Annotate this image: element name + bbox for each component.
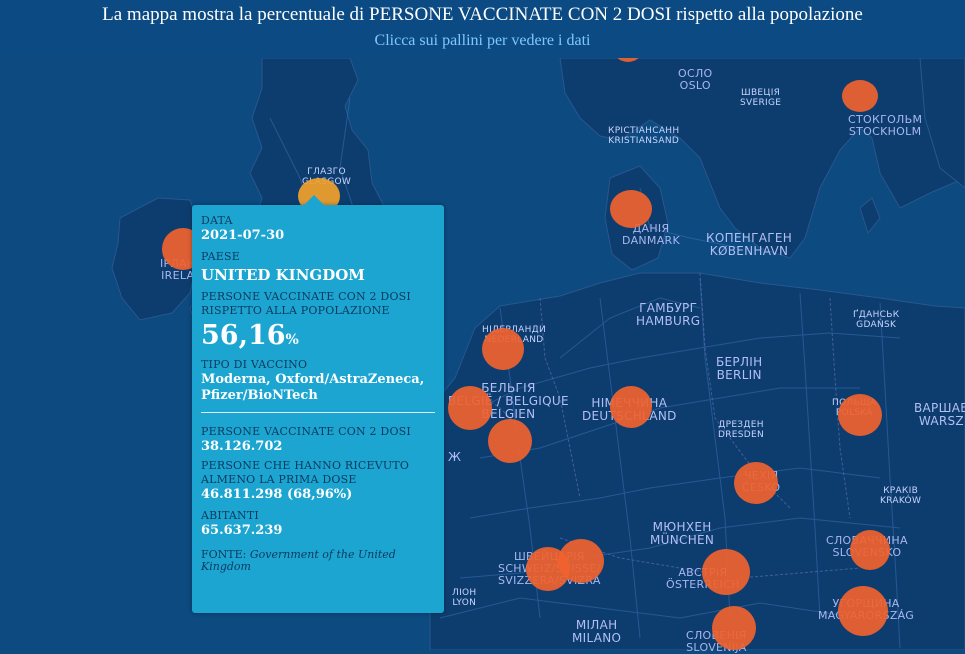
vaccine-type-line1: Moderna, Oxford/AstraZeneca, — [201, 372, 425, 387]
date-value: 2021-07-30 — [201, 228, 285, 243]
first-dose-label-line2: ALMENO LA PRIMA DOSE — [201, 473, 357, 486]
country-dot-austria[interactable] — [702, 549, 750, 595]
country-dot-germany[interactable] — [610, 386, 652, 428]
country-dot-denmark[interactable] — [610, 190, 652, 228]
source-note: FONTE: Government of the United Kingdom — [201, 549, 435, 573]
basemap — [0, 58, 965, 650]
country-dot-france[interactable] — [526, 547, 570, 591]
first-dose-value: 46.811.298 (68,96%) — [201, 487, 353, 502]
land-island — [859, 197, 881, 235]
percentage-label-line1: PERSONE VACCINATE CON 2 DOSI — [201, 290, 411, 303]
country-dot-hungary[interactable] — [838, 586, 888, 636]
tooltip-arrow — [304, 195, 324, 205]
percentage-sign: % — [285, 332, 299, 348]
country-dot-belgium[interactable] — [448, 386, 492, 430]
header: La mappa mostra la percentuale di PERSON… — [0, 0, 965, 58]
first-dose-label-line1: PERSONE CHE HANNO RICEVUTO — [201, 459, 410, 472]
country-dot-luxembourg[interactable] — [488, 419, 532, 463]
percentage-number: 56,16 — [201, 320, 286, 351]
tooltip-divider — [201, 412, 435, 413]
map-title: La mappa mostra la percentuale di PERSON… — [102, 4, 863, 25]
country-dot-slovenia[interactable] — [712, 606, 756, 650]
country-dot-czechia[interactable] — [734, 462, 778, 504]
vaccine-type-label: TIPO DI VACCINO — [201, 358, 308, 371]
population-value: 65.637.239 — [201, 523, 283, 538]
country-dot-netherlands[interactable] — [482, 328, 524, 370]
country-tooltip: DATA 2021-07-30 PAESE UNITED KINGDOM PER… — [192, 195, 444, 613]
two-doses-label: PERSONE VACCINATE CON 2 DOSI — [201, 425, 411, 438]
percentage-label-line2: RISPETTO ALLA POPOLAZIONE — [201, 304, 390, 317]
map-subtitle: Clicca sui pallini per vedere i dati — [374, 32, 591, 49]
country-value: UNITED KINGDOM — [201, 266, 365, 284]
vaccine-type-line2: Pfizer/BioNTech — [201, 388, 318, 403]
map-area[interactable]: ОСЛО OSLO ШВЕЦІЯ SVERIGE СТОКГОЛЬМ STOCKHOL… — [0, 46, 965, 654]
two-doses-value: 38.126.702 — [201, 439, 283, 454]
source-value: Government of the United Kingdom — [201, 548, 396, 573]
country-dot-poland[interactable] — [838, 394, 882, 436]
percentage-value: 56,16% — [201, 320, 435, 356]
country-dot-slovakia[interactable] — [850, 530, 890, 570]
population-label: ABITANTI — [201, 509, 259, 522]
date-label: DATA — [201, 214, 233, 227]
country-label: PAESE — [201, 250, 240, 263]
land-finland — [919, 58, 965, 189]
country-dot-sweden[interactable] — [842, 80, 878, 112]
source-prefix: FONTE: — [201, 548, 250, 561]
